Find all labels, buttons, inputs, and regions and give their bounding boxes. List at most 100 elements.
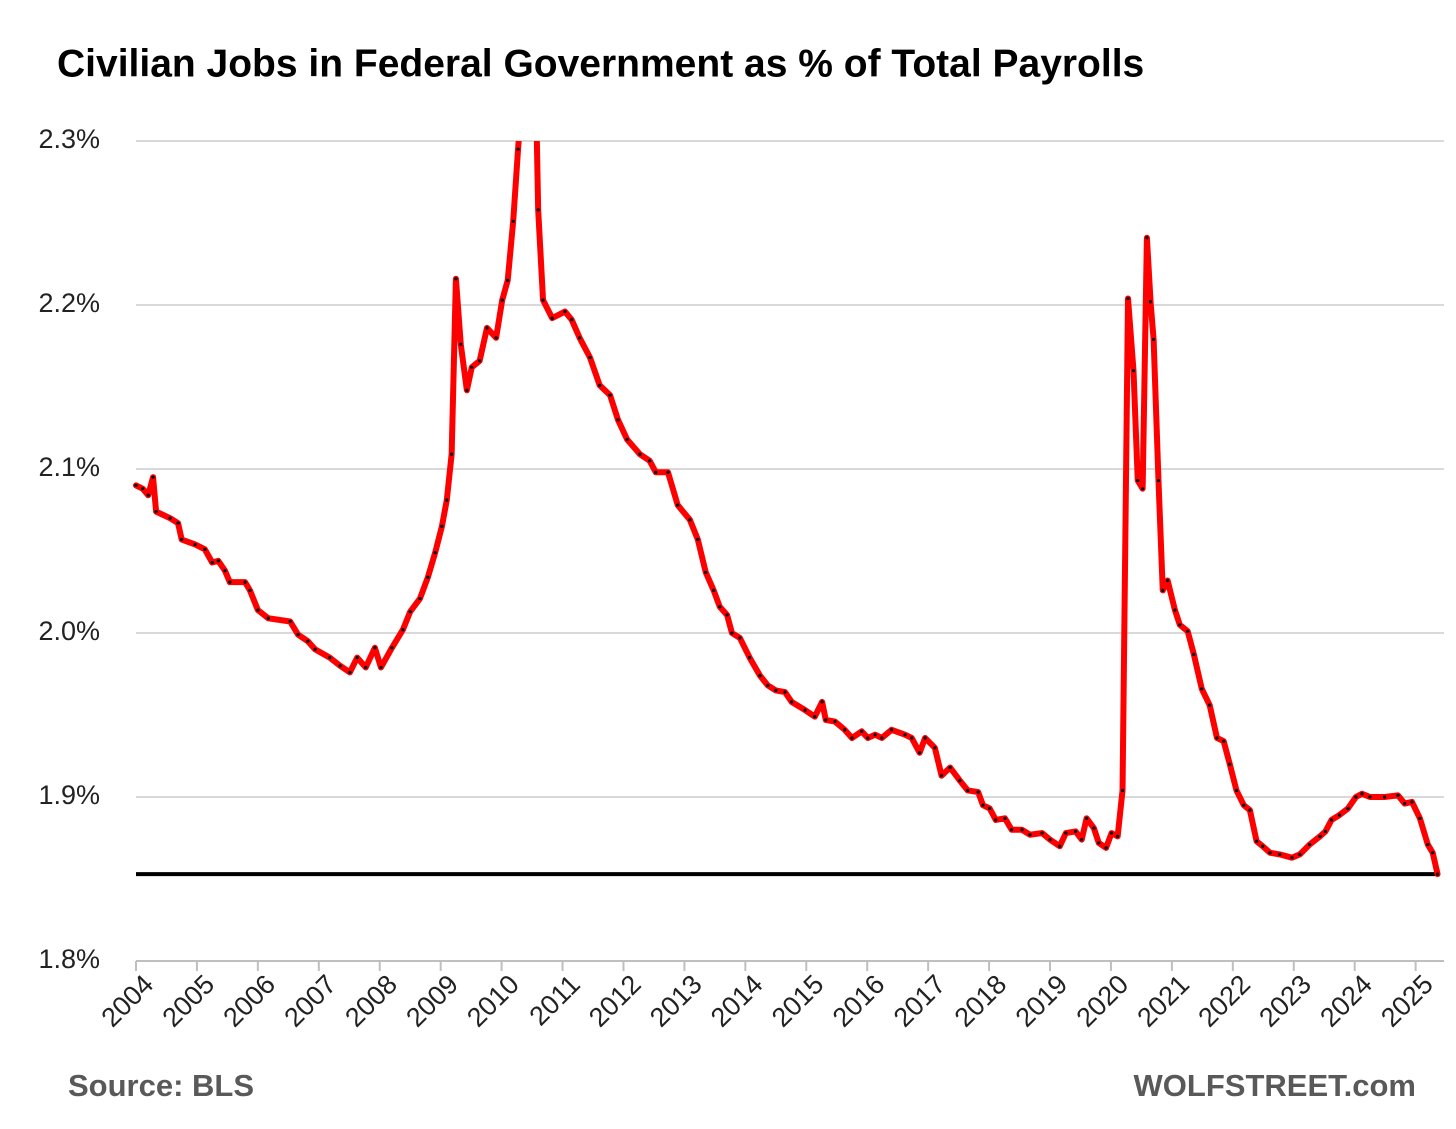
data-point: [1242, 803, 1246, 807]
data-point: [1290, 856, 1294, 860]
data-point: [1080, 838, 1084, 842]
data-point: [1136, 478, 1140, 483]
data-point: [228, 580, 232, 584]
data-point: [1248, 808, 1252, 812]
data-point: [1141, 487, 1145, 491]
data-point: [151, 475, 155, 479]
x-tick-label: 2015: [766, 969, 830, 1033]
data-point: [348, 670, 352, 674]
data-point: [355, 656, 359, 660]
y-tick-label: 2.2%: [38, 288, 100, 318]
data-point: [1410, 800, 1414, 804]
data-point: [1403, 801, 1407, 806]
data-point: [903, 733, 907, 737]
data-point: [426, 575, 430, 579]
data-point: [1208, 703, 1212, 707]
data-point: [266, 616, 270, 620]
data-point: [445, 498, 449, 502]
x-tick-label: 2021: [1131, 969, 1195, 1033]
x-tick-label: 2006: [217, 969, 281, 1033]
data-point: [1186, 629, 1190, 633]
data-point: [1318, 834, 1322, 838]
data-point: [648, 459, 652, 463]
data-point: [440, 524, 444, 529]
data-point: [638, 452, 642, 456]
x-tick-label: 2017: [888, 969, 952, 1033]
data-point: [748, 656, 752, 660]
data-point: [550, 316, 554, 320]
data-point: [1346, 806, 1350, 811]
x-tick-label: 2007: [278, 969, 342, 1033]
data-point: [704, 570, 708, 574]
data-point: [433, 551, 437, 555]
data-point: [1222, 739, 1226, 743]
data-point: [216, 559, 220, 563]
data-point: [738, 636, 742, 640]
x-tick-label: 2014: [705, 969, 769, 1033]
data-point: [168, 516, 172, 520]
data-point: [485, 326, 489, 330]
x-tick-label: 2011: [524, 969, 586, 1031]
data-point: [528, 25, 531, 28]
data-point: [1396, 793, 1400, 797]
data-point: [1028, 833, 1032, 837]
data-point: [288, 619, 292, 624]
data-point: [1152, 337, 1156, 342]
data-point: [1058, 844, 1062, 848]
data-point: [1003, 816, 1007, 820]
data-point: [860, 729, 864, 734]
data-point: [1084, 816, 1089, 820]
data-point: [833, 719, 837, 724]
data-point: [616, 418, 620, 422]
data-point: [1048, 838, 1052, 842]
data-point: [1329, 818, 1334, 822]
data-point: [910, 736, 914, 740]
data-point: [1166, 578, 1170, 583]
data-point: [1120, 788, 1125, 793]
data-point: [958, 779, 962, 783]
data-point: [608, 393, 612, 397]
data-point: [1254, 839, 1259, 843]
data-point: [588, 355, 592, 360]
data-point: [1131, 369, 1136, 373]
data-point: [866, 736, 870, 740]
data-point: [1173, 608, 1177, 612]
data-point: [516, 147, 520, 151]
data-point: [803, 708, 807, 712]
data-point: [880, 736, 884, 740]
data-point: [1418, 816, 1422, 820]
data-point: [478, 359, 482, 363]
data-point: [1360, 792, 1364, 796]
data-point: [1435, 872, 1440, 876]
data-point: [1308, 842, 1312, 847]
data-point: [758, 674, 762, 678]
data-point: [1298, 852, 1302, 857]
x-tick-label: 2023: [1253, 969, 1317, 1033]
data-point: [1092, 826, 1096, 830]
data-point: [1148, 300, 1153, 304]
data-point: [1126, 296, 1130, 301]
data-point: [994, 818, 998, 822]
data-point: [1156, 478, 1161, 483]
data-point: [774, 688, 778, 693]
data-point: [506, 278, 510, 282]
data-point: [1161, 588, 1165, 592]
data-point: [1426, 842, 1430, 847]
data-point: [1337, 813, 1342, 817]
data-point: [1116, 834, 1120, 838]
y-tick-label: 2.3%: [38, 124, 100, 154]
data-point: [850, 736, 854, 740]
data-point: [976, 790, 980, 794]
data-point: [379, 665, 383, 670]
data-point: [146, 493, 150, 497]
data-point: [296, 633, 300, 637]
data-point: [1040, 831, 1044, 835]
data-point: [176, 521, 180, 525]
data-point: [813, 715, 817, 719]
data-point: [401, 628, 405, 632]
data-point: [313, 647, 317, 652]
data-point: [223, 569, 227, 573]
data-point: [766, 683, 770, 688]
data-point: [843, 728, 847, 732]
